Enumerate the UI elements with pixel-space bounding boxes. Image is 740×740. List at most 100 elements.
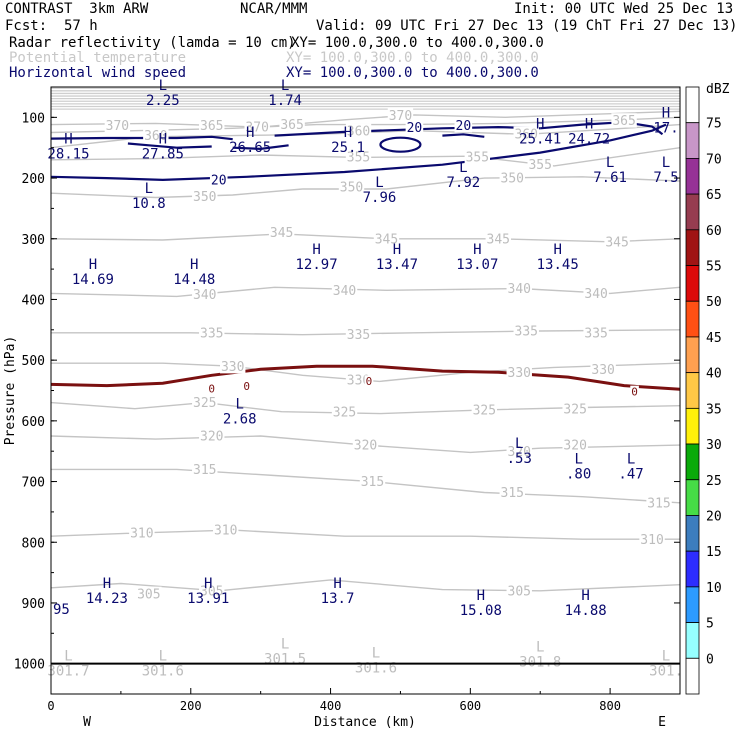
- extremum-marker: L: [372, 646, 380, 662]
- east-label: E: [658, 715, 666, 730]
- field-theta-xy: XY= 100.0,300.0 to 400.0,300.0: [286, 50, 539, 66]
- wind-label-bg: [454, 118, 473, 133]
- theta-label-bg: [192, 395, 218, 410]
- colorbar-swatch: [685, 515, 700, 552]
- extremum-value: 14.88: [565, 603, 607, 619]
- theta-contour-line: [50, 579, 681, 592]
- theta-label: 365: [200, 119, 223, 134]
- colorbar-level: 50: [706, 295, 722, 310]
- wind-contour-closed: [379, 136, 422, 153]
- theta-label: 365: [280, 118, 303, 133]
- zero-dbz-label-bg: [630, 385, 639, 398]
- extremum-value: 28.15: [47, 146, 89, 162]
- theta-label: 305: [200, 584, 223, 599]
- extremum-value: 2.25: [146, 93, 180, 109]
- colorbar-unit: dBZ: [706, 82, 730, 97]
- field-theta-name: Potential temperature: [9, 50, 187, 66]
- theta-label-bg: [331, 283, 358, 298]
- extremum-marker: H: [473, 242, 481, 258]
- extremum-marker: L: [536, 640, 544, 656]
- extremum-marker: H: [581, 588, 589, 604]
- theta-label: 310: [640, 533, 663, 548]
- extremum-marker: L: [459, 160, 467, 176]
- colorbar-level: 10: [706, 581, 722, 596]
- extremum-marker: L: [145, 181, 153, 197]
- x-tick-label: 600: [459, 699, 481, 713]
- theta-label: 330: [591, 363, 614, 378]
- colorbar-swatch: [685, 336, 700, 374]
- colorbar-swatch: [685, 265, 700, 302]
- colorbar-swatch: [685, 622, 700, 659]
- extremum-marker: L: [515, 436, 523, 452]
- extremum-value: 301.6: [142, 664, 184, 680]
- colorbar-swatch: [685, 372, 700, 409]
- y-tick-label: 900: [22, 597, 45, 612]
- colorbar-swatch: [685, 586, 700, 623]
- colorbar-level: 15: [706, 545, 722, 560]
- extremum-value: 26.65: [229, 140, 271, 156]
- theta-label-bg: [506, 583, 532, 598]
- zero-dbz-label: 0: [631, 386, 638, 399]
- wind-contours: [50, 121, 667, 182]
- valid-time: Valid: 09 UTC Fri 27 Dec 13 (19 ChT Fri …: [316, 18, 738, 34]
- extremum-value: 95: [53, 602, 70, 618]
- theta-label-bg: [583, 325, 609, 340]
- colorbar-swatch: [685, 479, 700, 516]
- colorbar-level: 0: [706, 652, 714, 667]
- wind-contour-line: [50, 123, 667, 182]
- extremum-marker: L: [574, 451, 582, 467]
- colorbar-swatch: [685, 158, 700, 195]
- theta-label-bg: [562, 401, 588, 416]
- fcst-label: Fcst:: [5, 18, 48, 34]
- y-tick-label: 500: [22, 354, 45, 369]
- extremum-marker: L: [159, 649, 167, 665]
- x-tick-label: 200: [180, 699, 202, 713]
- x-axis-label: Distance (km): [314, 715, 416, 730]
- colorbar-swatch: [685, 550, 700, 588]
- extremum-marker: H: [190, 257, 198, 273]
- extremum-value: .53: [507, 451, 532, 467]
- colorbar-level: 70: [706, 152, 722, 167]
- theta-label-bg: [527, 157, 553, 172]
- model-title: CONTRAST 3km ARW: [5, 1, 149, 17]
- colorbar-swatch: [685, 86, 700, 124]
- colorbar-level: 30: [706, 438, 722, 453]
- wind-contour-line: [127, 142, 212, 149]
- extremum-marker: L: [375, 175, 383, 191]
- y-tick-label: 200: [22, 172, 45, 187]
- west-label: W: [83, 715, 91, 730]
- extremum-value: 13.7: [321, 591, 355, 607]
- theta-label: 350: [501, 172, 524, 187]
- theta-label: 305: [508, 584, 531, 599]
- theta-label: 345: [487, 232, 510, 247]
- extremum-value: 13.45: [537, 257, 579, 273]
- theta-label: 370: [106, 119, 129, 134]
- extremum-marker: L: [627, 451, 635, 467]
- theta-label-bg: [513, 126, 539, 141]
- extremum-value: 301.: [649, 664, 683, 680]
- theta-label: 335: [515, 325, 538, 340]
- extremum-value: 10.8: [132, 196, 166, 212]
- theta-label-bg: [244, 119, 270, 135]
- wind-contour-line: [50, 135, 233, 141]
- extremum-value: 12.97: [295, 257, 337, 273]
- theta-label-bg: [499, 170, 525, 186]
- contour-labels: 370 370 370 365 365 365 360 360 360 355 355 355 350 3…: [47, 78, 682, 680]
- extremum-marker: L: [281, 78, 289, 94]
- extremum-marker: H: [312, 242, 320, 258]
- theta-label-bg: [506, 444, 532, 459]
- theta-label-bg: [279, 117, 305, 132]
- theta-label-bg: [192, 189, 218, 204]
- wind-label: 20: [211, 173, 227, 188]
- theta-label-bg: [213, 522, 239, 538]
- extremum-marker: L: [235, 397, 243, 413]
- theta-label: 310: [214, 524, 237, 539]
- extremum-value: 13.47: [376, 257, 418, 273]
- theta-label: 330: [508, 366, 531, 381]
- field-wind-xy: XY= 100.0,300.0 to 400.0,300.0: [286, 65, 539, 81]
- theta-label-bg: [373, 231, 400, 246]
- extremum-marker: L: [64, 649, 72, 665]
